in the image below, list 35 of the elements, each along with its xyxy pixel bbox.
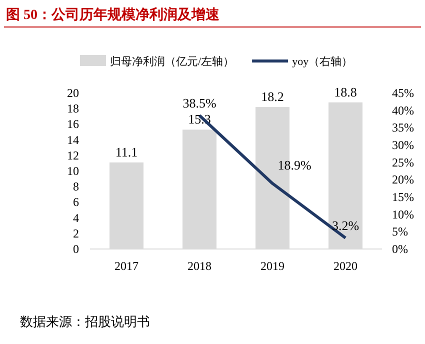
y-tick-label: 14 [67,132,79,147]
y-tick-label: 18 [67,102,79,116]
x-tick-label: 2018 [188,259,212,273]
chart-title: 图 50：公司历年规模净利润及增速 [6,6,220,23]
y2-tick-label: 35% [392,120,414,135]
y2-tick-label: 5% [392,224,408,239]
data-label: 38.5% [182,96,216,111]
legend-label: 归母净利润（亿元/左轴） [110,55,234,68]
y2-tick-label: 30% [392,138,414,152]
source-note: 数据来源：招股说明书 [20,314,150,329]
data-label: 3.2% [332,218,360,233]
data-label: 18.2 [261,89,284,104]
x-tick-label: 2019 [260,259,284,273]
y2-tick-label: 45% [392,86,414,100]
y-tick-label: 10 [67,164,79,178]
y-tick-label: 2 [73,226,79,240]
data-label: 11.1 [115,144,138,160]
x-tick-label: 2020 [334,259,358,273]
y2-tick-label: 10% [392,207,414,222]
y-tick-label: 8 [73,180,79,194]
x-tick-label: 2017 [114,259,138,273]
y-tick-label: 6 [73,195,79,210]
data-label: 18.8 [334,84,357,100]
y2-tick-label: 0% [392,242,408,256]
data-label: 18.9% [278,157,312,172]
y2-tick-label: 40% [392,103,414,118]
legend-label: yoy（右轴） [292,55,353,68]
y-tick-label: 12 [67,148,79,162]
y-tick-label: 0 [73,242,79,256]
y2-tick-label: 20% [392,172,414,187]
y2-tick-label: 25% [392,155,414,170]
y2-tick-label: 15% [392,190,414,204]
y-tick-label: 20 [67,86,79,100]
y-tick-label: 16 [67,117,79,132]
y-tick-label: 4 [73,210,79,225]
